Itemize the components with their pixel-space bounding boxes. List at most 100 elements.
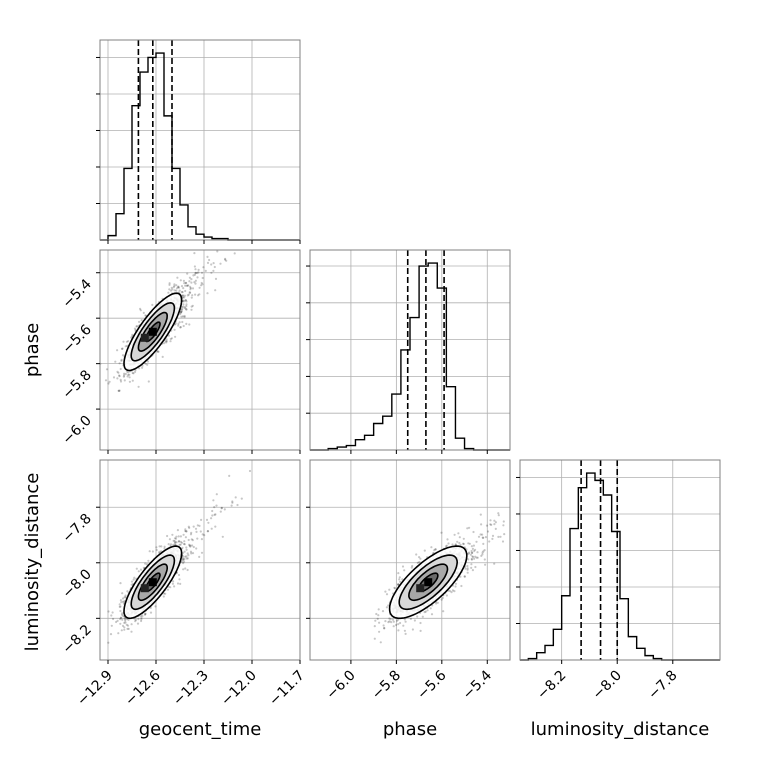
joint-phase-vs-luminosity-distance-point xyxy=(404,632,407,636)
joint-phase-vs-luminosity-distance-point xyxy=(453,590,456,593)
joint-phase-vs-luminosity-distance-point xyxy=(479,513,482,516)
joint-geocent-time-vs-phase-point xyxy=(196,276,199,279)
joint-geocent-time-vs-luminosity-distance-point xyxy=(189,545,192,548)
joint-geocent-time-vs-luminosity-distance-point xyxy=(221,535,224,538)
joint-geocent-time-vs-luminosity-distance-point xyxy=(130,580,134,583)
joint-phase-vs-luminosity-distance-point xyxy=(471,551,474,554)
joint-phase-vs-luminosity-distance-point xyxy=(493,562,496,565)
joint-geocent-time-vs-luminosity-distance-point xyxy=(172,539,175,542)
joint-phase-vs-luminosity-distance-point xyxy=(459,575,462,578)
joint-geocent-time-vs-phase-point xyxy=(182,324,185,328)
joint-geocent-time-vs-luminosity-distance-point xyxy=(144,612,147,615)
joint-phase-vs-luminosity-distance-point xyxy=(396,619,399,622)
joint-geocent-time-vs-luminosity-distance-point xyxy=(198,524,201,528)
joint-geocent-time-vs-phase-point xyxy=(117,389,120,392)
joint-phase-vs-luminosity-distance-point xyxy=(404,620,407,623)
joint-phase-vs-luminosity-distance-point xyxy=(397,623,400,626)
joint-phase-vs-luminosity-distance-point xyxy=(466,567,469,570)
joint-geocent-time-vs-phase-point xyxy=(200,271,204,274)
joint-geocent-time-vs-phase-point xyxy=(179,279,182,282)
joint-phase-vs-luminosity-distance-point xyxy=(482,536,485,540)
joint-phase-vs-luminosity-distance-point xyxy=(466,527,469,530)
joint-phase-vs-luminosity-distance-point xyxy=(476,551,479,554)
geocent-time-xtick-label-2: −12.3 xyxy=(170,668,212,710)
joint-geocent-time-vs-luminosity-distance-point xyxy=(145,563,149,566)
joint-geocent-time-vs-luminosity-distance-point xyxy=(124,618,127,621)
joint-geocent-time-vs-luminosity-distance-point xyxy=(121,600,125,603)
joint-geocent-time-vs-phase-point xyxy=(120,358,123,361)
joint-geocent-time-vs-phase-point xyxy=(206,292,209,295)
joint-geocent-time-vs-phase-point xyxy=(180,315,183,318)
joint-geocent-time-vs-luminosity-distance-point xyxy=(173,537,177,540)
joint-phase-vs-luminosity-distance-point xyxy=(390,621,393,624)
joint-geocent-time-vs-luminosity-distance-point xyxy=(180,560,183,563)
joint-phase-vs-luminosity-distance-point xyxy=(388,588,391,591)
joint-phase-vs-luminosity-distance-point xyxy=(462,537,465,540)
joint-phase-vs-luminosity-distance-point xyxy=(470,551,474,555)
luminosity-distance-ytick-label-2: −7.8 xyxy=(59,511,94,546)
joint-geocent-time-vs-luminosity-distance-point xyxy=(185,530,188,533)
joint-geocent-time-vs-phase-point xyxy=(141,366,144,369)
joint-geocent-time-vs-phase-point xyxy=(179,326,182,329)
joint-geocent-time-vs-luminosity-distance-point xyxy=(187,525,190,528)
joint-geocent-time-vs-luminosity-distance-point xyxy=(166,588,170,591)
ticks-layer: −12.9 −12.6 −12.3 −12.0 −11.7 −6.0 −5.8 −5.6 −5.… xyxy=(59,56,681,710)
joint-geocent-time-vs-luminosity-distance-point xyxy=(194,527,198,530)
joint-geocent-time-vs-phase-point xyxy=(144,314,147,317)
joint-geocent-time-vs-luminosity-distance-point xyxy=(158,550,161,554)
joint-geocent-time-vs-luminosity-distance-point xyxy=(179,543,182,546)
joint-phase-vs-luminosity-distance-point xyxy=(435,602,438,605)
joint-geocent-time-vs-luminosity-distance-point xyxy=(107,610,110,613)
joint-geocent-time-vs-phase-point xyxy=(192,274,195,277)
joint-geocent-time-vs-phase-point xyxy=(182,300,185,303)
joint-geocent-time-vs-phase-point xyxy=(210,271,213,274)
joint-geocent-time-vs-luminosity-distance-point xyxy=(123,628,126,631)
joint-phase-vs-luminosity-distance-point xyxy=(511,526,513,528)
joint-geocent-time-vs-phase-point xyxy=(189,291,192,294)
joint-geocent-time-vs-phase-point xyxy=(123,372,126,375)
joint-geocent-time-vs-luminosity-distance-point xyxy=(210,527,213,530)
joint-geocent-time-vs-phase-point xyxy=(183,294,186,297)
joint-phase-vs-luminosity-distance-point xyxy=(460,584,463,588)
joint-phase-vs-luminosity-distance-point xyxy=(448,589,451,593)
joint-geocent-time-vs-phase-point xyxy=(197,294,200,297)
geocent-time-xtick-label-1: −12.6 xyxy=(122,667,164,709)
joint-geocent-time-vs-luminosity-distance-point xyxy=(184,555,187,558)
joint-phase-vs-luminosity-distance-point xyxy=(466,564,469,568)
joint-phase-vs-luminosity-distance-point xyxy=(546,490,548,492)
joint-geocent-time-vs-luminosity-distance-point xyxy=(187,538,190,542)
luminosity-distance-ytick-label-1: −8.0 xyxy=(59,566,94,601)
joint-geocent-time-vs-luminosity-distance-point xyxy=(213,513,216,517)
joint-phase-vs-luminosity-distance-point xyxy=(467,552,470,555)
joint-geocent-time-vs-phase-point xyxy=(177,322,180,325)
joint-phase-vs-luminosity-distance-point xyxy=(481,551,484,554)
joint-geocent-time-vs-phase-point xyxy=(169,340,172,343)
joint-geocent-time-vs-phase-point xyxy=(190,281,193,284)
joint-phase-vs-luminosity-distance-point xyxy=(532,509,534,511)
joint-geocent-time-vs-phase-point xyxy=(131,379,134,382)
joint-geocent-time-vs-luminosity-distance-point xyxy=(115,620,118,624)
joint-geocent-time-vs-phase-point xyxy=(212,262,215,265)
x-axis-label-phase: phase xyxy=(383,719,437,740)
joint-geocent-time-vs-phase-point xyxy=(116,370,119,373)
joint-geocent-time-vs-phase-point xyxy=(137,385,140,388)
joint-geocent-time-vs-phase-point xyxy=(184,299,187,302)
joint-geocent-time-vs-luminosity-distance-point xyxy=(196,524,199,527)
joint-phase-vs-luminosity-distance-point xyxy=(484,563,487,566)
joint-geocent-time-vs-phase-point xyxy=(181,307,184,310)
joint-geocent-time-vs-luminosity-distance-point xyxy=(220,507,223,510)
joint-geocent-time-vs-phase-point xyxy=(182,287,185,290)
joint-phase-vs-luminosity-distance-point xyxy=(423,611,426,614)
joint-geocent-time-vs-phase-point xyxy=(119,380,123,383)
joint-phase-vs-luminosity-distance-point xyxy=(486,530,490,533)
joint-phase-vs-luminosity-distance-point xyxy=(457,532,460,535)
joint-phase-vs-luminosity-distance-point xyxy=(468,542,471,545)
joint-geocent-time-vs-luminosity-distance-point xyxy=(215,504,218,507)
joint-geocent-time-vs-luminosity-distance-point xyxy=(182,560,186,563)
joint-geocent-time-vs-luminosity-distance-point xyxy=(116,619,119,623)
luminosity-distance-xtick-label-1: −8.0 xyxy=(590,668,625,703)
joint-geocent-time-vs-luminosity-distance-point xyxy=(134,620,137,623)
joint-phase-vs-luminosity-distance-point xyxy=(454,585,457,588)
joint-phase-vs-luminosity-distance-point xyxy=(497,514,500,517)
joint-geocent-time-vs-luminosity-distance-point xyxy=(182,562,185,565)
